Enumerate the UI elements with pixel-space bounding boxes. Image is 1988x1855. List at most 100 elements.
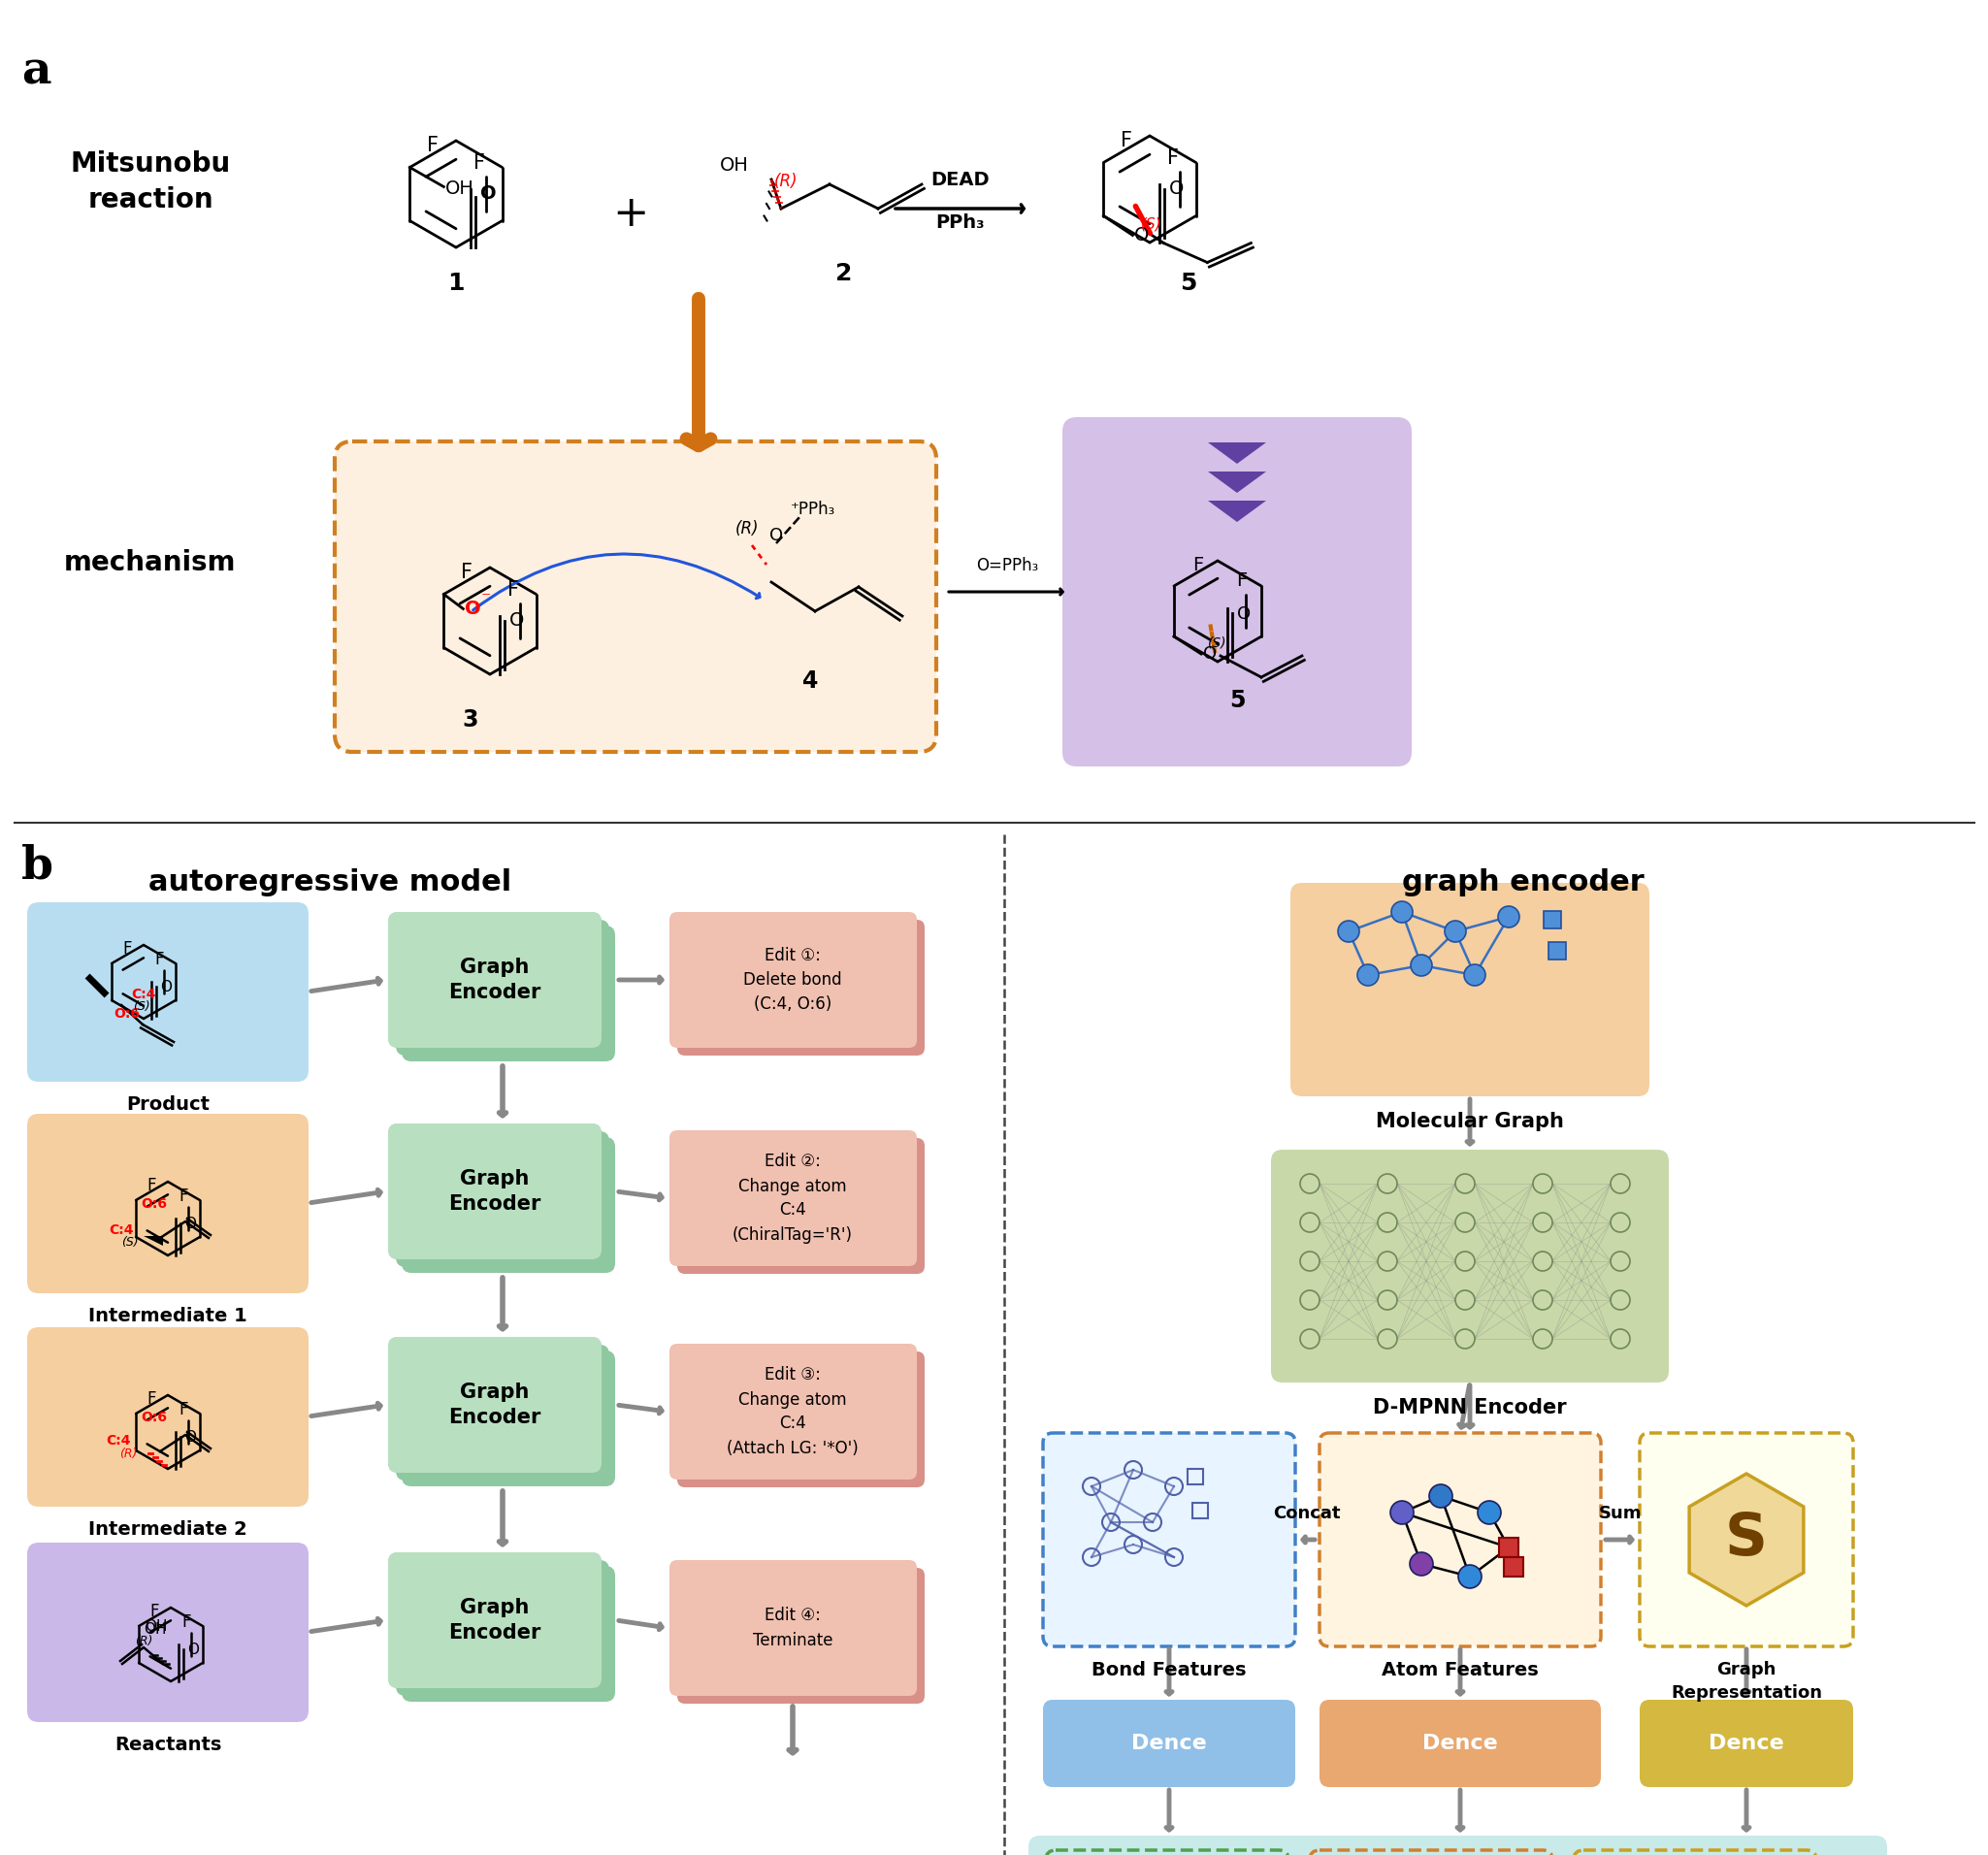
Text: F: F: [147, 1176, 157, 1195]
Text: O: O: [161, 979, 171, 994]
Circle shape: [1533, 1174, 1553, 1193]
Circle shape: [1390, 1501, 1413, 1525]
Text: O: O: [509, 610, 525, 629]
Text: C:4: C:4: [109, 1224, 133, 1237]
FancyBboxPatch shape: [28, 1113, 308, 1293]
FancyBboxPatch shape: [388, 1337, 602, 1473]
Polygon shape: [1209, 501, 1266, 521]
Circle shape: [1455, 1252, 1475, 1271]
FancyBboxPatch shape: [678, 920, 924, 1055]
Circle shape: [1610, 1174, 1630, 1193]
Text: 5: 5: [1229, 688, 1244, 712]
Circle shape: [1378, 1291, 1398, 1310]
Text: OH: OH: [143, 1621, 167, 1636]
Text: +: +: [612, 193, 648, 234]
FancyBboxPatch shape: [388, 1124, 602, 1260]
FancyBboxPatch shape: [1640, 1699, 1853, 1786]
Circle shape: [1300, 1291, 1320, 1310]
Text: PPh₃: PPh₃: [936, 213, 984, 232]
Text: O: O: [769, 527, 783, 544]
Circle shape: [1610, 1213, 1630, 1232]
Text: F: F: [179, 1401, 189, 1419]
FancyBboxPatch shape: [678, 1567, 924, 1703]
FancyBboxPatch shape: [334, 441, 936, 751]
Text: F: F: [507, 581, 519, 599]
Circle shape: [1610, 1252, 1630, 1271]
Polygon shape: [143, 1235, 163, 1247]
Circle shape: [1610, 1330, 1630, 1349]
Text: 1: 1: [447, 271, 465, 295]
FancyBboxPatch shape: [670, 1130, 916, 1267]
Text: F: F: [1193, 556, 1203, 575]
Text: F: F: [1121, 132, 1133, 150]
Text: (R): (R): [736, 519, 759, 538]
Text: O: O: [185, 1217, 197, 1232]
Text: Molecular Graph: Molecular Graph: [1376, 1111, 1565, 1132]
FancyBboxPatch shape: [1028, 1836, 1887, 1855]
Circle shape: [1378, 1213, 1398, 1232]
Text: mechanism: mechanism: [64, 549, 237, 577]
Circle shape: [1300, 1174, 1320, 1193]
Text: O: O: [187, 1642, 199, 1657]
Text: Concat: Concat: [1272, 1504, 1340, 1523]
FancyBboxPatch shape: [678, 1352, 924, 1488]
Circle shape: [1392, 902, 1413, 922]
FancyBboxPatch shape: [396, 1132, 608, 1267]
Text: Edit ①:
Delete bond
(C:4, O:6): Edit ①: Delete bond (C:4, O:6): [744, 946, 843, 1013]
Text: ⁺PPh₃: ⁺PPh₃: [791, 501, 835, 518]
Text: O: O: [1203, 646, 1217, 662]
Text: F: F: [149, 1603, 159, 1619]
Text: Edit ④:
Terminate: Edit ④: Terminate: [753, 1606, 833, 1649]
Text: F: F: [179, 1187, 189, 1206]
FancyBboxPatch shape: [402, 1137, 614, 1273]
FancyBboxPatch shape: [1044, 1699, 1296, 1786]
Circle shape: [1358, 965, 1380, 985]
Text: F: F: [427, 135, 439, 156]
Text: (S): (S): [1209, 636, 1227, 649]
Circle shape: [1445, 920, 1465, 942]
Text: Dence: Dence: [1710, 1734, 1783, 1753]
FancyBboxPatch shape: [1320, 1432, 1600, 1647]
Bar: [1193, 1503, 1209, 1519]
Circle shape: [1409, 1553, 1433, 1575]
Text: Graph
Encoder: Graph Encoder: [449, 1382, 541, 1426]
Text: (R): (R): [119, 1447, 137, 1460]
Text: Bond Features: Bond Features: [1091, 1660, 1246, 1679]
Text: D-MPNN Encoder: D-MPNN Encoder: [1374, 1399, 1567, 1417]
Circle shape: [1455, 1330, 1475, 1349]
Text: Sum: Sum: [1598, 1504, 1642, 1523]
Circle shape: [1378, 1330, 1398, 1349]
Circle shape: [1477, 1501, 1501, 1525]
Text: ⁻: ⁻: [481, 590, 491, 608]
Text: F: F: [1237, 571, 1246, 590]
Text: C:4: C:4: [131, 987, 155, 1002]
Text: F: F: [147, 1389, 157, 1408]
Text: O=PPh₃: O=PPh₃: [976, 556, 1038, 575]
Text: F: F: [473, 152, 485, 173]
Text: (S): (S): [121, 1235, 139, 1248]
FancyBboxPatch shape: [396, 920, 608, 1055]
Circle shape: [1533, 1291, 1553, 1310]
Bar: [1499, 1538, 1519, 1556]
FancyBboxPatch shape: [402, 926, 614, 1061]
FancyBboxPatch shape: [388, 1553, 602, 1688]
Text: F: F: [155, 952, 163, 968]
FancyBboxPatch shape: [388, 1337, 602, 1473]
Bar: [1187, 1469, 1203, 1484]
Polygon shape: [1690, 1473, 1803, 1606]
FancyBboxPatch shape: [678, 1137, 924, 1274]
Circle shape: [1533, 1252, 1553, 1271]
Bar: [1503, 1556, 1523, 1577]
Circle shape: [1499, 905, 1519, 928]
Text: Intermediate 1: Intermediate 1: [87, 1306, 247, 1324]
Text: autoregressive model: autoregressive model: [149, 868, 511, 896]
FancyBboxPatch shape: [1290, 883, 1650, 1096]
Text: (R): (R): [773, 173, 797, 191]
FancyBboxPatch shape: [1320, 1699, 1600, 1786]
Text: (S): (S): [1141, 217, 1161, 230]
Text: F: F: [461, 562, 473, 582]
Text: O: O: [481, 184, 497, 202]
FancyBboxPatch shape: [396, 1560, 608, 1695]
FancyBboxPatch shape: [28, 1543, 308, 1721]
Text: Dence: Dence: [1131, 1734, 1207, 1753]
